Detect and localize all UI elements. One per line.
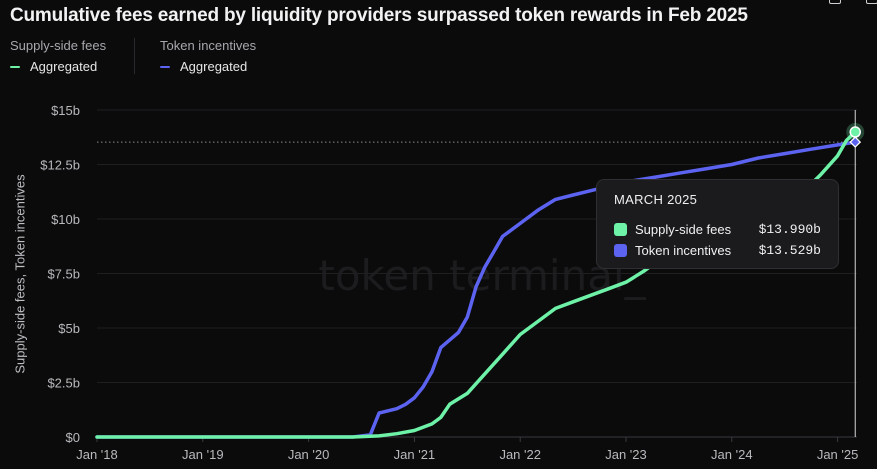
legend-header: Token incentives bbox=[160, 38, 257, 53]
legend-item-label: Aggregated bbox=[30, 59, 98, 74]
series-line-token-incentives bbox=[95, 140, 857, 439]
y-tick-label: $12.5b bbox=[40, 158, 80, 173]
y-axis-label: Supply-side fees, Token incentives bbox=[12, 174, 28, 374]
legend-swatch bbox=[10, 65, 20, 68]
x-tick-label: Jan '25 bbox=[817, 447, 859, 462]
x-tick-label: Jan '23 bbox=[605, 447, 647, 462]
y-tick-label: $2.5b bbox=[47, 376, 80, 391]
legend-divider bbox=[134, 38, 135, 74]
tooltip-row-label: Token incentives bbox=[635, 243, 732, 258]
x-tick-label: Jan '21 bbox=[394, 447, 436, 462]
x-tick-label: Jan '24 bbox=[711, 447, 753, 462]
legend-swatch bbox=[160, 65, 170, 68]
tooltip-period: MARCH 2025 bbox=[614, 192, 698, 207]
hover-marker-supply-side bbox=[849, 126, 861, 138]
legend-item[interactable]: Aggregated bbox=[160, 59, 256, 74]
y-tick-label: $0 bbox=[66, 430, 80, 445]
y-tick-label: $7.5b bbox=[47, 267, 80, 282]
x-tick-label: Jan '18 bbox=[76, 447, 118, 462]
tooltip-swatch bbox=[614, 244, 627, 257]
legend-item-label: Aggregated bbox=[180, 59, 248, 74]
y-tick-label: $10b bbox=[51, 212, 80, 227]
legend-header: Supply-side fees bbox=[10, 38, 107, 53]
window-icon[interactable] bbox=[866, 0, 877, 4]
y-tick-label: $15b bbox=[51, 103, 80, 118]
tooltip-swatch bbox=[614, 223, 627, 236]
legend-item[interactable]: Aggregated bbox=[10, 59, 106, 74]
x-tick-label: Jan '19 bbox=[182, 447, 224, 462]
hover-marker-token-incentives bbox=[849, 136, 862, 148]
y-tick-label: $5b bbox=[58, 321, 80, 336]
tooltip-row: Token incentives $13.529b bbox=[614, 243, 821, 258]
tooltip-row: Supply-side fees $13.990b bbox=[614, 222, 821, 237]
tooltip-row-value: $13.990b bbox=[758, 222, 821, 237]
window-icon[interactable] bbox=[829, 0, 841, 4]
chart-title: Cumulative fees earned by liquidity prov… bbox=[10, 5, 748, 26]
tooltip-row-value: $13.529b bbox=[758, 243, 821, 258]
tooltip-row-label: Supply-side fees bbox=[635, 222, 732, 237]
legend-group-token-incentives[interactable]: Token incentives Aggregated bbox=[160, 38, 256, 74]
legend-group-supply-side[interactable]: Supply-side fees Aggregated bbox=[10, 38, 106, 74]
x-tick-label: Jan '22 bbox=[499, 447, 541, 462]
hover-tooltip: MARCH 2025 Supply-side fees $13.990b Tok… bbox=[596, 179, 839, 269]
x-tick-label: Jan '20 bbox=[288, 447, 330, 462]
